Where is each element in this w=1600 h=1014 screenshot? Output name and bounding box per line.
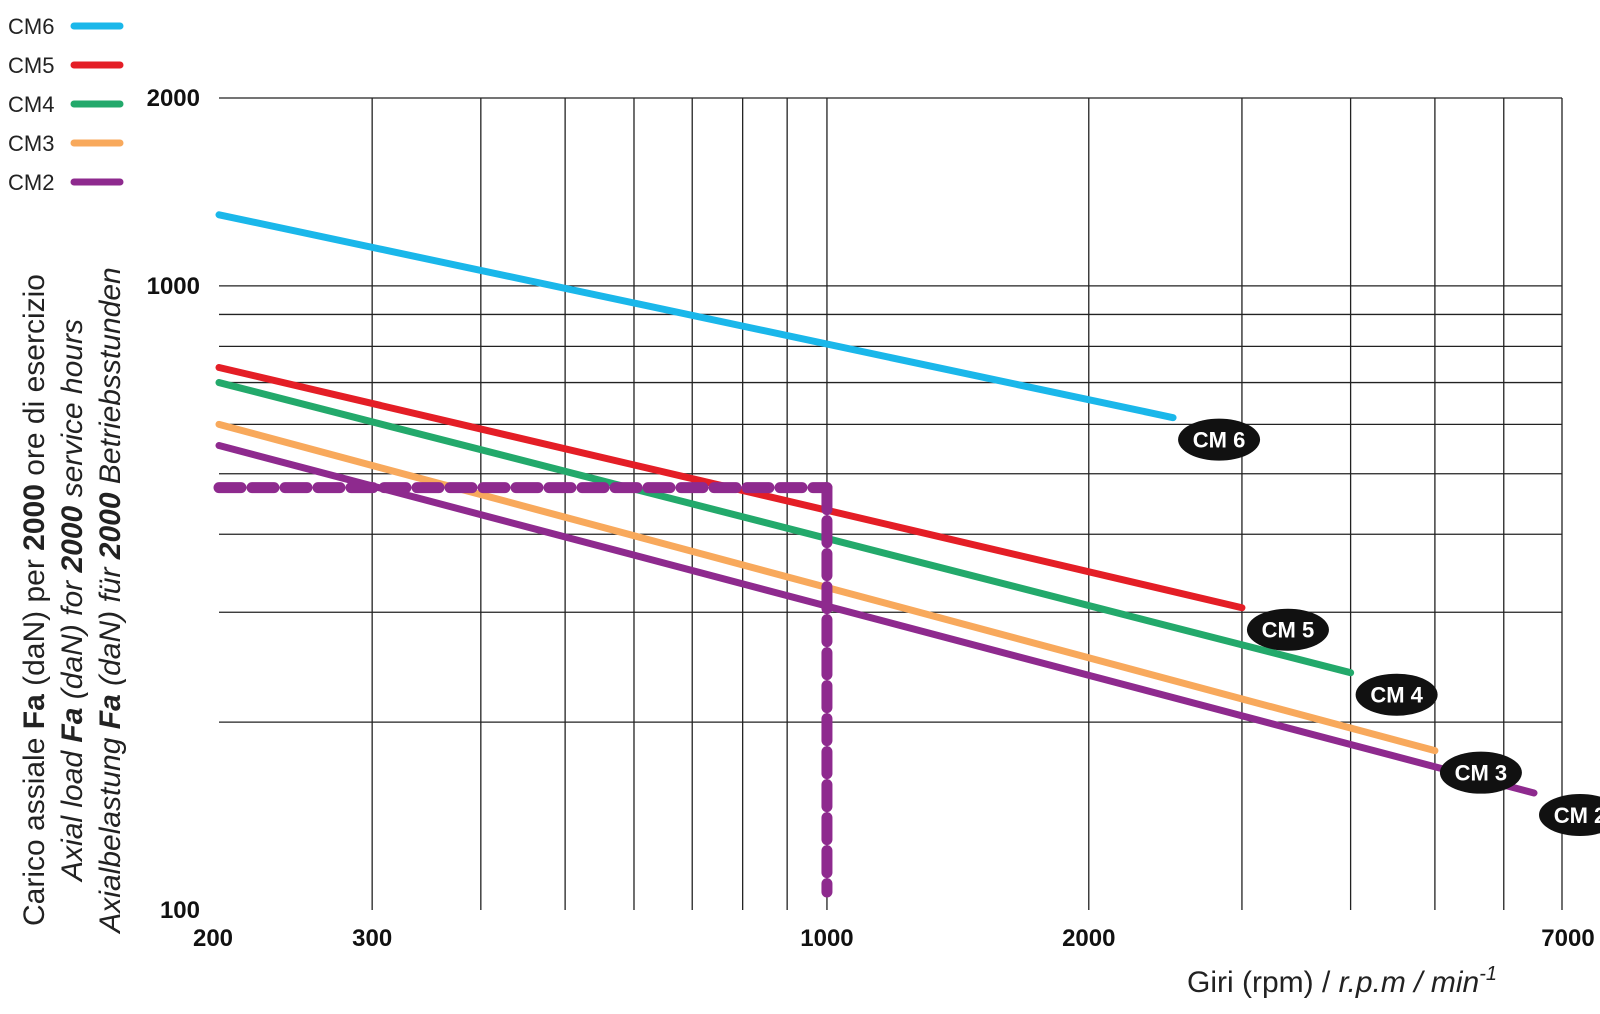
x-tick-label-200: 200 bbox=[193, 925, 233, 952]
series-tag-label-cm5: CM 5 bbox=[1262, 618, 1315, 643]
grid bbox=[219, 97, 1563, 910]
series-tag-bg-cm5 bbox=[1246, 608, 1329, 651]
example-reading bbox=[213, 482, 833, 898]
series-tag-label-cm3: CM 3 bbox=[1455, 761, 1508, 786]
y-tick-label-1000: 1000 bbox=[147, 273, 200, 300]
x-tick-label-7000: 7000 bbox=[1541, 925, 1594, 952]
legend-label-cm4: CM4 bbox=[8, 92, 54, 117]
axis-ticks: 200 300 1000 2000 7000 2000 1000 100 bbox=[147, 85, 1595, 952]
series-tag-bg-cm4 bbox=[1355, 673, 1438, 716]
legend-label-cm3: CM3 bbox=[8, 131, 54, 156]
y-tick-label-2000: 2000 bbox=[147, 85, 200, 112]
y-axis-label-line2: Axial load Fa (daN) for 2000 service hou… bbox=[56, 319, 89, 883]
legend-label-cm5: CM5 bbox=[8, 53, 54, 78]
series-line-cm4 bbox=[215, 379, 1355, 677]
series-line-cm6 bbox=[215, 211, 1177, 422]
series-line-cm2 bbox=[215, 441, 1538, 797]
series-tag-label-cm6: CM 6 bbox=[1193, 428, 1246, 453]
y-axis-label-line1: Carico assiale Fa (daN) per 2000 ore di … bbox=[18, 274, 51, 926]
x-axis-label: Giri (rpm) / r.p.m / min-1 bbox=[1187, 963, 1497, 999]
series-tags: CM 6 CM 5 CM 4 CM 3 CM 2 bbox=[1178, 418, 1600, 836]
series-tag-bg-cm2 bbox=[1539, 793, 1600, 836]
x-tick-label-1000: 1000 bbox=[800, 925, 853, 952]
x-tick-label-300: 300 bbox=[352, 925, 392, 952]
legend: CM6 CM5 CM4 CM3 CM2 bbox=[8, 14, 124, 195]
legend-label-cm6: CM6 bbox=[8, 14, 54, 39]
y-axis-label-line3: Axialbelastung Fa (daN) für 2000 Betrieb… bbox=[94, 267, 127, 934]
legend-label-cm2: CM2 bbox=[8, 170, 54, 195]
series-tag-bg-cm3 bbox=[1439, 751, 1522, 794]
x-tick-label-2000: 2000 bbox=[1062, 925, 1115, 952]
y-tick-label-100: 100 bbox=[160, 897, 200, 924]
series-lines bbox=[215, 211, 1538, 797]
series-tag-label-cm2: CM 2 bbox=[1554, 803, 1600, 828]
series-tag-label-cm4: CM 4 bbox=[1370, 683, 1423, 708]
series-tag-bg-cm6 bbox=[1178, 418, 1261, 461]
